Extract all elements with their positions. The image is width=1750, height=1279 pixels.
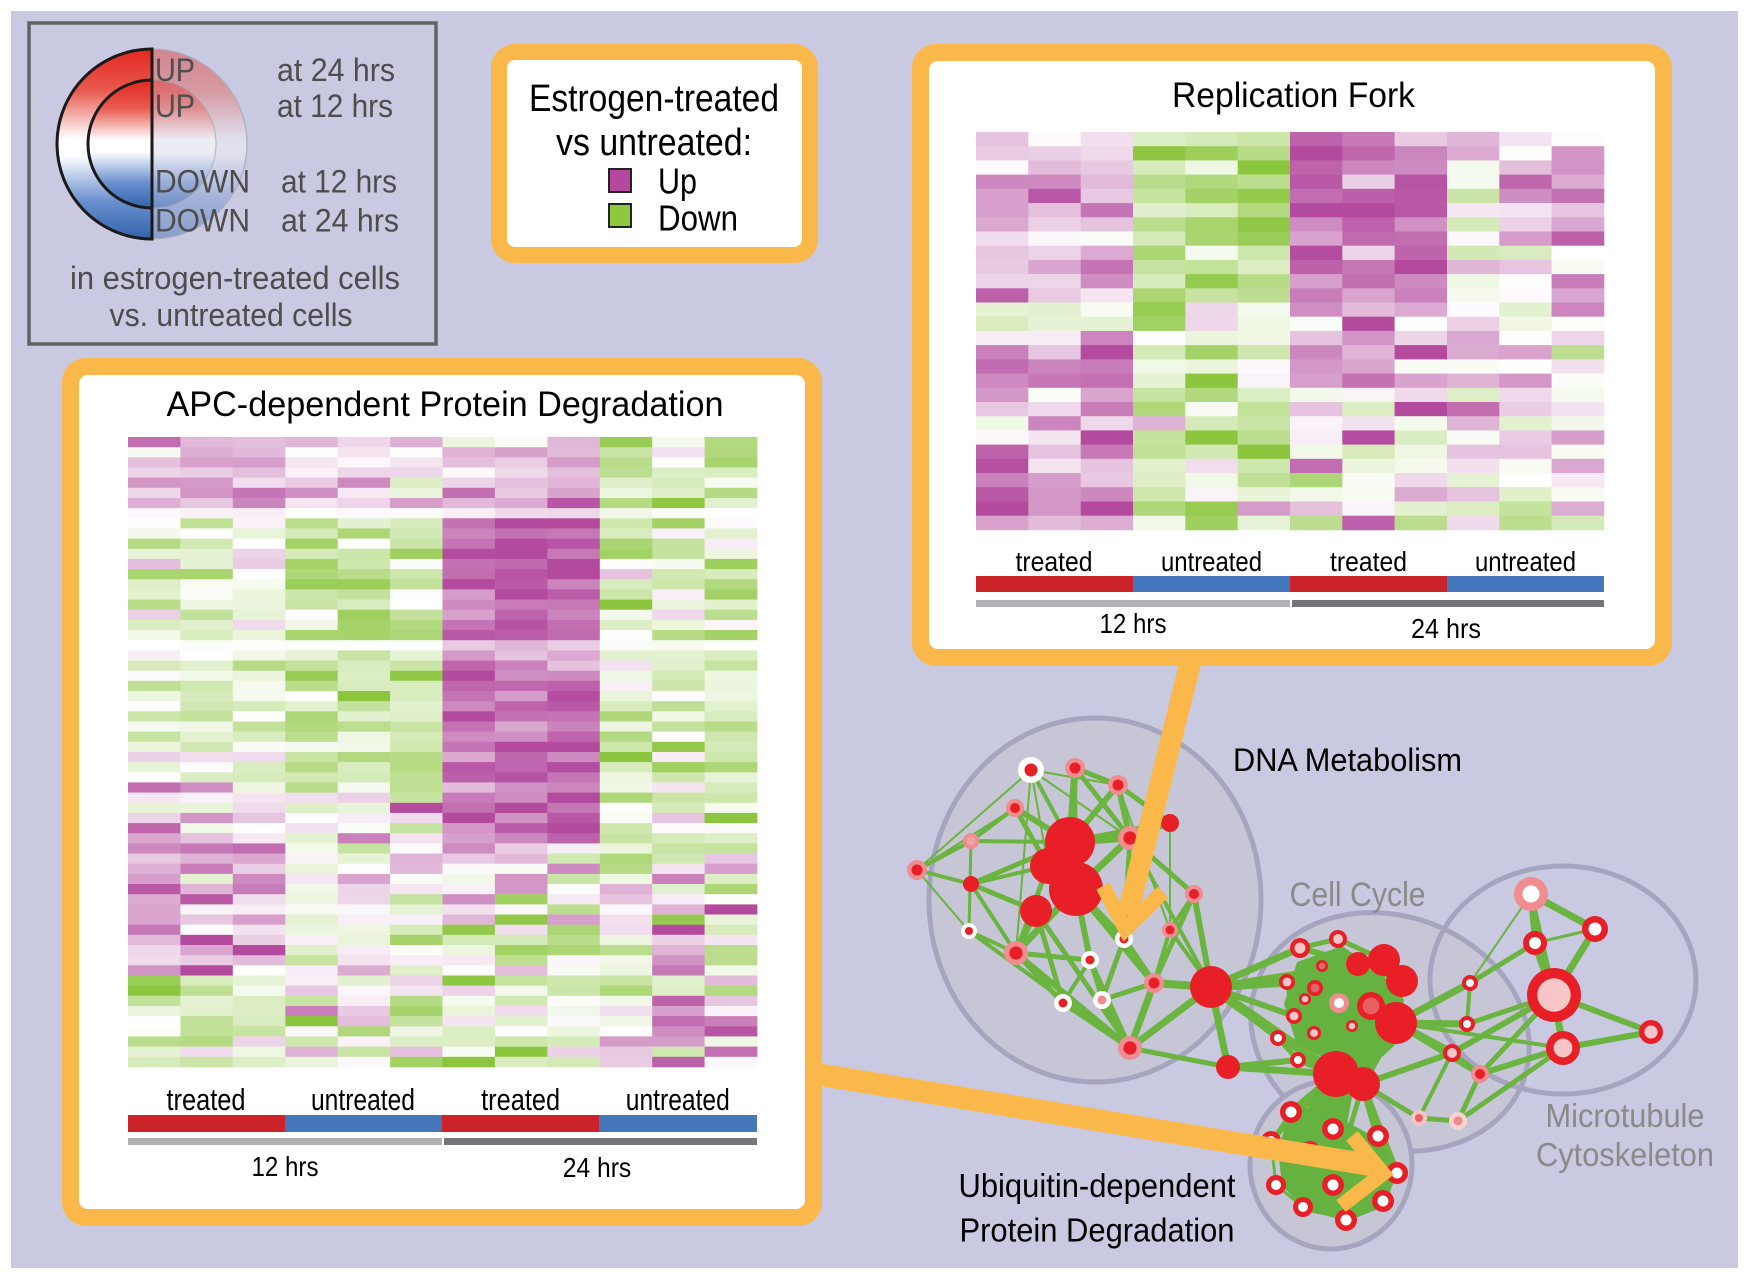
svg-text:Cytoskeleton: Cytoskeleton: [1536, 1136, 1714, 1173]
svg-text:untreated: untreated: [1161, 546, 1262, 577]
svg-text:in estrogen-treated cells: in estrogen-treated cells: [70, 260, 400, 296]
svg-text:Replication Fork: Replication Fork: [1172, 76, 1415, 115]
svg-text:UP: UP: [155, 52, 195, 88]
svg-text:Estrogen-treated: Estrogen-treated: [529, 78, 779, 120]
svg-text:at 12 hrs: at 12 hrs: [277, 88, 393, 124]
svg-text:vs untreated:: vs untreated:: [556, 122, 752, 164]
svg-text:Microtubule: Microtubule: [1546, 1097, 1705, 1134]
svg-text:DOWN: DOWN: [155, 164, 250, 200]
svg-text:untreated: untreated: [1475, 546, 1576, 577]
svg-text:DNA Metabolism: DNA Metabolism: [1233, 742, 1462, 778]
svg-text:UP: UP: [155, 88, 195, 124]
svg-text:treated: treated: [481, 1082, 560, 1117]
svg-text:Up: Up: [658, 161, 697, 202]
svg-text:treated: treated: [167, 1082, 246, 1117]
svg-text:Protein Degradation: Protein Degradation: [960, 1212, 1235, 1249]
svg-text:24 hrs: 24 hrs: [1411, 613, 1481, 644]
svg-text:DOWN: DOWN: [155, 203, 250, 239]
svg-text:treated: treated: [1016, 546, 1093, 577]
svg-text:vs. untreated cells: vs. untreated cells: [110, 297, 353, 333]
svg-text:at 12 hrs: at 12 hrs: [281, 164, 397, 200]
svg-text:12 hrs: 12 hrs: [1100, 608, 1167, 639]
svg-text:Cell Cycle: Cell Cycle: [1290, 876, 1426, 914]
svg-text:treated: treated: [1330, 546, 1407, 577]
svg-text:12 hrs: 12 hrs: [252, 1151, 319, 1182]
svg-text:at 24 hrs: at 24 hrs: [281, 203, 399, 239]
svg-text:untreated: untreated: [626, 1082, 730, 1117]
svg-text:24 hrs: 24 hrs: [563, 1152, 632, 1183]
svg-text:at 24 hrs: at 24 hrs: [277, 52, 395, 88]
svg-text:Down: Down: [658, 198, 738, 239]
svg-text:APC-dependent Protein Degradat: APC-dependent Protein Degradation: [167, 385, 724, 424]
svg-text:untreated: untreated: [311, 1082, 415, 1117]
svg-text:Ubiquitin-dependent: Ubiquitin-dependent: [959, 1167, 1236, 1204]
